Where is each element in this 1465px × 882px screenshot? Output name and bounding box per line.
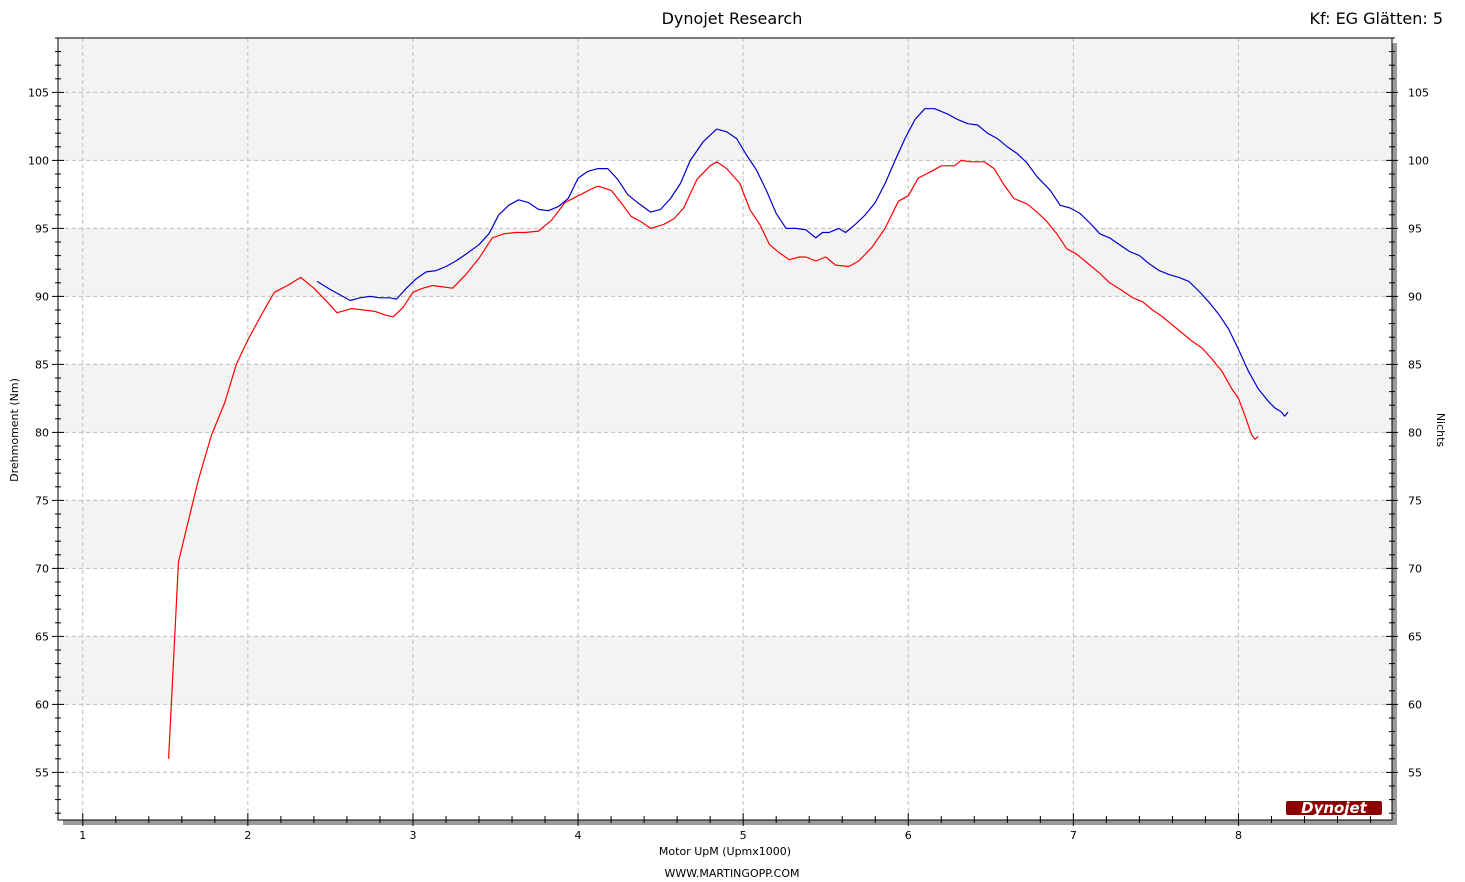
- y-tick-label: 100: [28, 154, 49, 167]
- y-tick-label-right: 95: [1408, 222, 1422, 235]
- smoothing-label: Kf: EG Glätten: 5: [1310, 9, 1443, 28]
- x-axis-label: Motor UpM (Upmx1000): [659, 845, 791, 858]
- series-lines: [168, 108, 1289, 759]
- plot-band: [58, 500, 1392, 569]
- y-tick-label-right: 80: [1408, 426, 1422, 439]
- y-tick-label-right: 100: [1408, 154, 1429, 167]
- x-tick-label: 2: [244, 829, 251, 842]
- x-tick-label: 7: [1070, 829, 1077, 842]
- y-tick-label: 70: [35, 562, 49, 575]
- plot-band: [58, 228, 1392, 297]
- y-tick-label-right: 85: [1408, 358, 1422, 371]
- y-tick-label: 60: [35, 698, 49, 711]
- y-tick-label-right: 70: [1408, 562, 1422, 575]
- y-axis-right-label: Nichts: [1434, 413, 1447, 448]
- y-tick-label: 95: [35, 222, 49, 235]
- x-tick-label: 1: [79, 829, 86, 842]
- x-tick-label: 3: [409, 829, 416, 842]
- y-tick-label: 90: [35, 290, 49, 303]
- x-tick-label: 6: [905, 829, 912, 842]
- grid-lines: [58, 38, 1392, 820]
- y-tick-label-right: 60: [1408, 698, 1422, 711]
- y-tick-label-right: 65: [1408, 630, 1422, 643]
- dynojet-logo-text: Dynojet: [1301, 799, 1368, 817]
- x-tick-label: 8: [1235, 829, 1242, 842]
- dynojet-logo: Dynojet: [1286, 799, 1382, 817]
- plot-border: [57, 37, 1393, 821]
- y-tick-label: 80: [35, 426, 49, 439]
- y-axis-label: Drehmoment (Nm): [8, 378, 21, 482]
- series-line-1: [168, 159, 1259, 759]
- plot-band: [58, 38, 1392, 93]
- y-tick-label-right: 105: [1408, 86, 1429, 99]
- y-tick-label: 85: [35, 358, 49, 371]
- y-tick-label: 75: [35, 494, 49, 507]
- plot-band: [58, 636, 1392, 705]
- y-tick-label-right: 55: [1408, 766, 1422, 779]
- y-tick-label: 65: [35, 630, 49, 643]
- y-tick-label-right: 90: [1408, 290, 1422, 303]
- plot-band: [58, 364, 1392, 433]
- chart-title: Dynojet Research: [662, 9, 803, 28]
- x-tick-label: 4: [575, 829, 582, 842]
- x-tick-label: 5: [740, 829, 747, 842]
- plot-area-background: [58, 38, 1397, 825]
- series-line-2: [316, 108, 1289, 417]
- footer-url: WWW.MARTINGOPP.COM: [665, 867, 800, 880]
- plot-band: [58, 92, 1392, 161]
- y-tick-label-right: 75: [1408, 494, 1422, 507]
- y-tick-label: 105: [28, 86, 49, 99]
- y-tick-label: 55: [35, 766, 49, 779]
- plot-frame: [57, 37, 1393, 821]
